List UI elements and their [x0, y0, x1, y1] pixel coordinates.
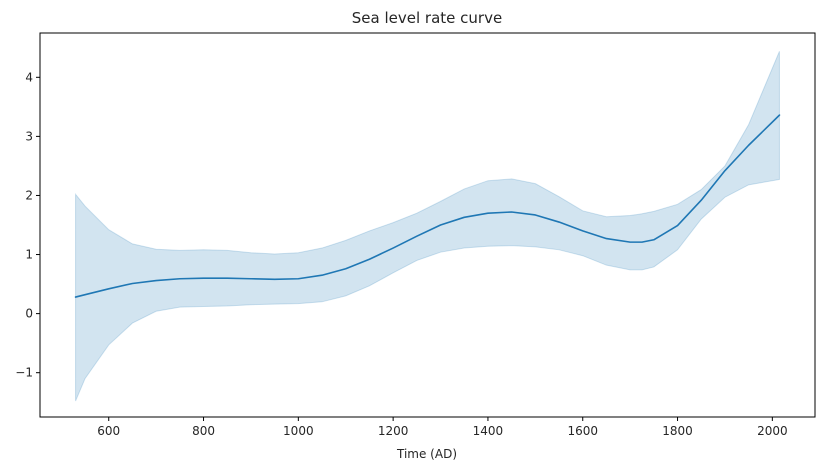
x-tick-label: 1800: [662, 424, 693, 438]
x-tick-label: 800: [192, 424, 215, 438]
x-axis: 600 800 1000 1200 1400 1600 1800 2000: [97, 417, 788, 438]
axes-frame: [39, 32, 816, 418]
mean-line: [74, 114, 781, 298]
y-axis: −1 0 1 2 3 4: [15, 70, 40, 380]
x-axis-label: Time (AD): [396, 447, 457, 461]
y-tick-label: 0: [25, 307, 33, 321]
x-tick-label: 600: [97, 424, 120, 438]
x-tick-label: 1200: [378, 424, 409, 438]
y-tick-label: −1: [15, 366, 33, 380]
plot-area: [74, 51, 781, 402]
y-tick-label: 1: [25, 248, 33, 262]
x-tick-label: 1000: [283, 424, 314, 438]
x-tick-label: 2000: [757, 424, 788, 438]
y-tick-label: 3: [25, 129, 33, 143]
y-tick-label: 2: [25, 188, 33, 202]
x-tick-label: 1600: [567, 424, 598, 438]
y-tick-label: 4: [25, 70, 33, 84]
chart-title: Sea level rate curve: [352, 9, 502, 27]
confidence-band: [75, 51, 780, 402]
x-tick-label: 1400: [473, 424, 504, 438]
